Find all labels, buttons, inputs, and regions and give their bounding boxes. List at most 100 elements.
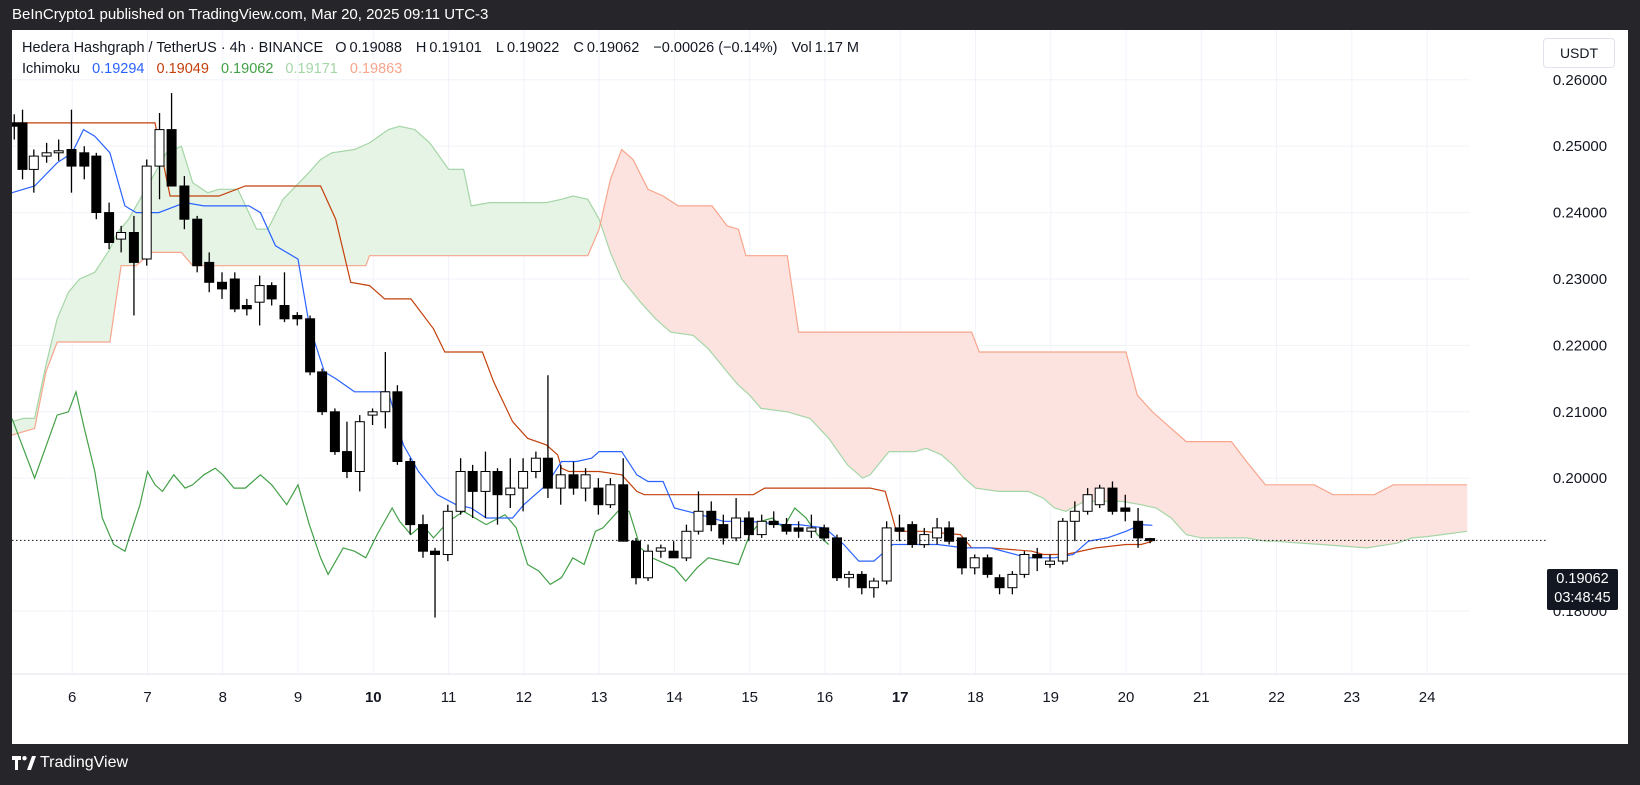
bearish-cloud-segment [1426, 484, 1443, 537]
chart-panel[interactable]: 0.26000 0.25000 0.24000 0.23000 0.22000 0.210… [12, 30, 1628, 744]
candle-body-down [894, 527, 905, 532]
candle [793, 521, 804, 538]
candle [217, 272, 227, 299]
bearish-cloud-segment [707, 205, 713, 355]
candle-body-down [166, 129, 177, 187]
candle-body-down [631, 540, 641, 579]
candle [204, 252, 215, 293]
bearish-cloud-segment [1291, 484, 1315, 545]
bearish-cloud-segment [1392, 484, 1398, 545]
bearish-cloud-segment [1050, 351, 1055, 509]
bearish-cloud-segment [1321, 488, 1334, 546]
candle [467, 464, 478, 518]
candle-body-up [643, 550, 653, 579]
bullish-cloud-segment [429, 141, 449, 256]
candle [743, 511, 754, 542]
bearish-cloud-segment [888, 331, 916, 452]
candle [17, 109, 28, 180]
candle-body-up [806, 527, 817, 532]
candle-body-up [844, 573, 854, 579]
candle [430, 547, 440, 618]
candle-body-down [128, 232, 139, 263]
symbol-label[interactable]: Hedera Hashgraph / TetherUS · 4h · BINAN… [22, 40, 324, 56]
candle-body-down [204, 261, 215, 283]
candle-body-down [819, 527, 830, 539]
bearish-cloud-segment [963, 331, 973, 486]
candle [141, 159, 152, 266]
candle [116, 225, 127, 253]
candle-body-up [555, 474, 566, 489]
bearish-cloud-segment [655, 192, 664, 327]
candle [241, 298, 252, 316]
bearish-cloud-segment [760, 255, 788, 413]
y-tick-label: 0.21000 [1553, 404, 1607, 421]
candle [1045, 554, 1055, 568]
candle-body-up [28, 155, 39, 170]
currency-button[interactable]: USDT [1543, 38, 1615, 68]
base-line [12, 122, 1153, 556]
bullish-cloud-segment [267, 199, 284, 266]
candle [894, 514, 905, 542]
candle [28, 149, 39, 193]
candle [104, 202, 115, 250]
candle-body-down [317, 371, 328, 413]
candle-body-up [580, 474, 591, 489]
bullish-cloud-segment [546, 198, 562, 256]
bullish-cloud-segment [587, 198, 600, 256]
bearish-cloud-segment [1073, 351, 1085, 508]
x-tick-label: 9 [294, 689, 302, 706]
y-tick-label: 0.20000 [1553, 470, 1607, 487]
bullish-cloud-segment [489, 202, 525, 256]
bullish-cloud-segment [470, 202, 491, 256]
candle [166, 93, 177, 187]
candle [956, 537, 967, 575]
candle-body-down [1032, 554, 1043, 559]
candle-body-up [681, 530, 692, 559]
candle [192, 215, 203, 273]
candle [354, 415, 365, 492]
candle-body-down [405, 461, 416, 526]
candle-body-down [907, 524, 918, 546]
bearish-cloud-segment [662, 195, 671, 333]
candle-body-down [91, 155, 102, 213]
candle-body-up [881, 527, 892, 582]
candle [418, 514, 428, 558]
bullish-cloud-segment [448, 169, 464, 256]
candle-body-up [919, 534, 930, 546]
candle [856, 571, 867, 595]
x-tick-label: 15 [741, 689, 758, 706]
candle-body-up [868, 580, 879, 589]
y-axis: 0.26000 0.25000 0.24000 0.23000 0.22000 0.210… [1553, 72, 1607, 620]
bullish-cloud-segment [463, 169, 472, 256]
bearish-cloud-segment [1411, 484, 1428, 539]
bearish-cloud-segment [1396, 484, 1413, 544]
lead-b-value: 0.19863 [349, 61, 403, 77]
bearish-cloud-segment [1441, 484, 1468, 535]
bearish-cloud-segment [647, 188, 656, 320]
candle [442, 504, 453, 562]
indicator-row: Ichimoku 0.19294 0.19049 0.19062 0.19171… [22, 59, 869, 80]
tradingview-logo[interactable]: TradingView [12, 754, 128, 772]
ichimoku-chart[interactable]: 0.26000 0.25000 0.24000 0.23000 0.22000 0.210… [12, 30, 1628, 744]
bearish-cloud-segment [749, 255, 762, 410]
candle [605, 478, 616, 509]
bullish-cloud-segment [561, 195, 574, 256]
bearish-cloud-segment [640, 174, 649, 312]
candle [254, 275, 265, 326]
bearish-cloud-segment [937, 331, 942, 456]
bullish-cloud-segment [56, 292, 69, 343]
bearish-cloud-segment [1095, 351, 1123, 502]
bearish-cloud-segment [1276, 484, 1289, 543]
candle-body-down [66, 149, 77, 167]
indicator-name[interactable]: Ichimoku [22, 61, 81, 77]
candle-body-up [254, 285, 265, 303]
bullish-cloud-segment [414, 128, 431, 256]
bearish-cloud-segment [711, 205, 728, 373]
bearish-cloud-segment [1152, 411, 1157, 509]
candles [12, 93, 1156, 618]
bullish-cloud-segment [68, 278, 80, 343]
candle-body-down [832, 537, 842, 579]
y-tick-label: 0.22000 [1553, 337, 1607, 354]
leading-span-b-line [12, 148, 1467, 496]
x-tick-label: 23 [1343, 689, 1360, 706]
